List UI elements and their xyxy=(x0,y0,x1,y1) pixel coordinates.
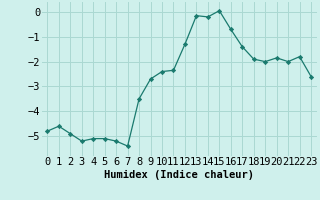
X-axis label: Humidex (Indice chaleur): Humidex (Indice chaleur) xyxy=(104,170,254,180)
